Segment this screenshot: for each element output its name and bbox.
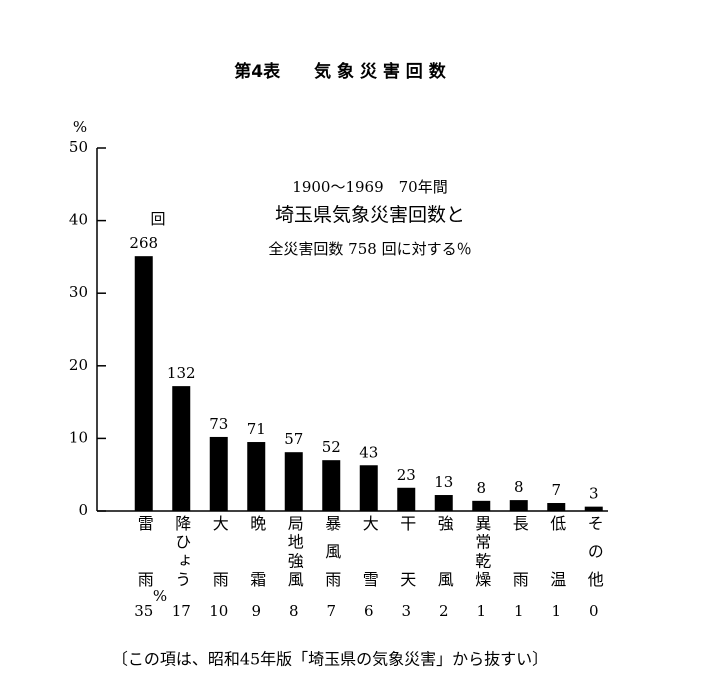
count-label: 7 [551,481,561,499]
x-tick-label: 暴風雨 [322,515,342,587]
bar [547,503,566,511]
bar [134,256,153,511]
bar [247,442,266,511]
percent-label: 9 [251,602,261,620]
percent-label: 10 [209,602,228,620]
x-tick-label: 降ひょう [172,515,192,587]
x-tick-label: 長雨 [509,515,529,587]
percent-label: 7 [326,602,336,620]
count-label: 23 [397,466,416,484]
percent-label: 17 [172,602,191,620]
y-tick-label: 50 [69,138,88,156]
count-label: 43 [359,443,378,461]
annotation: 全災害回数 758 回に対する％ [268,240,471,258]
y-tick-label: 20 [69,356,88,374]
footnote: 〔この項は、昭和45年版「埼玉県の気象災害」から抜すい〕 [112,650,548,669]
x-tick-label: 低温 [547,515,567,587]
percent-label: 2 [439,602,449,620]
x-tick-label: 異常乾燥 [472,515,492,587]
percent-label: 8 [289,602,299,620]
count-label: 8 [476,479,486,497]
percent-label: 0 [589,602,599,620]
x-tick-label: 干天 [397,515,417,587]
bar [359,465,378,511]
count-label: 73 [209,415,228,433]
y-tick-label: 40 [69,211,88,229]
bar [509,500,528,511]
bar [172,386,191,511]
count-label: 71 [247,420,266,438]
bar [584,506,603,511]
percent-unit: % [153,587,167,605]
x-tick-label: 晩霜 [247,515,267,587]
count-label: 13 [434,473,453,491]
count-label: 268 [129,234,158,252]
percent-label: 1 [476,602,486,620]
y-tick-label: 30 [69,283,88,301]
bar [322,460,341,511]
bar [284,452,303,511]
count-label: 8 [514,478,524,496]
percent-label: 1 [514,602,524,620]
y-unit: % [73,118,87,136]
percent-label: 3 [401,602,411,620]
count-label: 57 [284,430,303,448]
bar [434,495,453,511]
x-tick-label: 局地強風 [284,515,304,587]
count-unit: 回 [150,210,165,228]
bar [209,436,228,511]
percent-label: 6 [364,602,374,620]
chart-title: 第4表 気 象 災 害 回 数 [234,61,446,82]
x-tick-label: その他 [584,515,604,587]
y-tick-label: 10 [69,428,88,446]
percent-label: 35 [134,602,153,620]
x-tick-label: 雷雨 [134,515,154,587]
percent-label: 1 [551,602,561,620]
bar [397,487,416,511]
count-label: 52 [322,438,341,456]
annotation: 埼玉県気象災害回数と [275,204,465,226]
y-tick-label: 0 [78,501,88,519]
bar [472,500,491,511]
count-label: 3 [589,485,599,503]
count-label: 132 [167,364,196,382]
x-tick-label: 強風 [434,515,454,587]
x-tick-label: 大雨 [209,515,229,587]
annotation: 1900～1969 70年間 [292,178,447,196]
x-tick-label: 大雪 [359,515,379,587]
